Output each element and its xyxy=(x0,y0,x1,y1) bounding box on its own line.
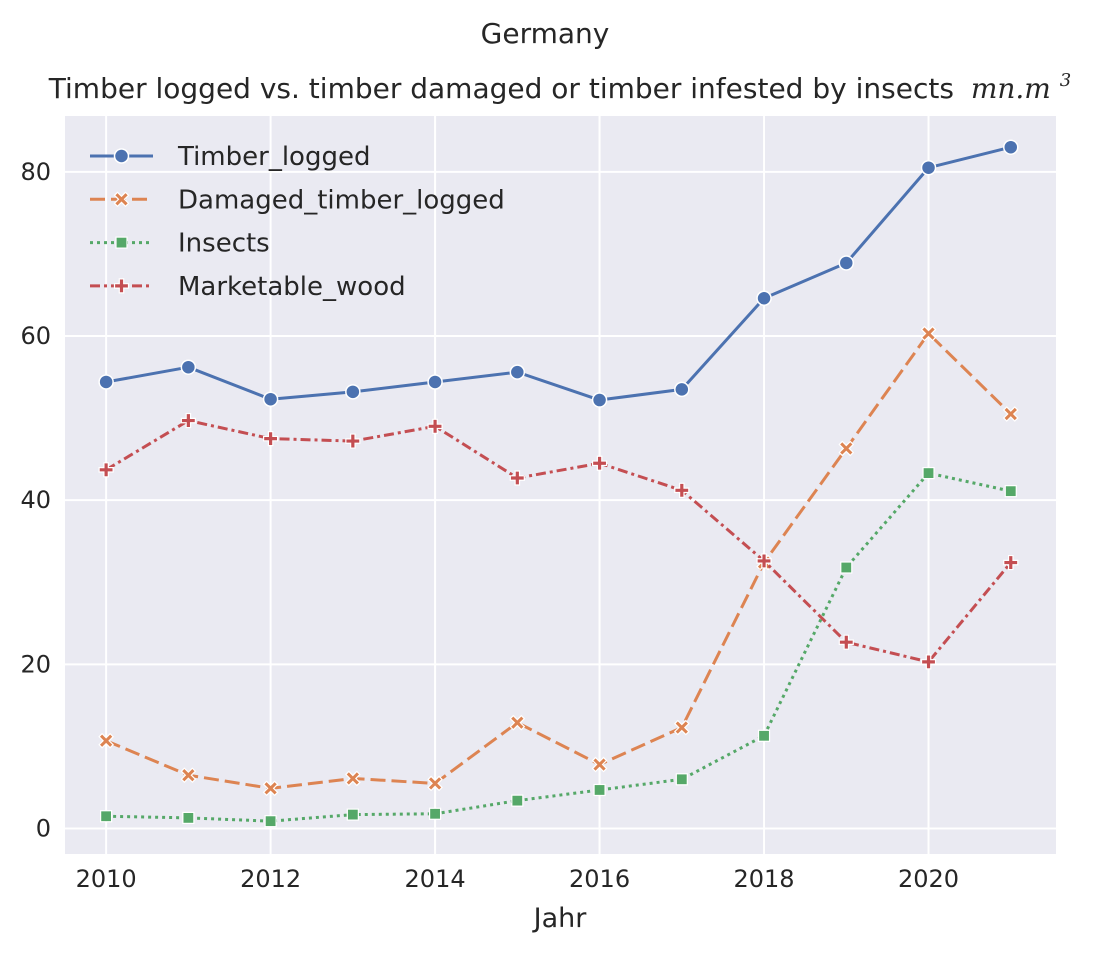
x-tick-label: 2020 xyxy=(898,865,959,893)
x-tick-label: 2012 xyxy=(240,865,301,893)
chart-title-unit-exp: 3 xyxy=(1060,70,1071,91)
series-marketable-wood xyxy=(98,412,1019,670)
legend-marker xyxy=(113,191,130,208)
data-point xyxy=(756,290,772,306)
data-point xyxy=(674,482,690,498)
grid xyxy=(65,116,1056,854)
x-tick-label: 2016 xyxy=(569,865,630,893)
data-point xyxy=(509,364,526,380)
y-tick-label: 80 xyxy=(20,158,51,186)
chart-suptitle: Germany xyxy=(481,17,610,50)
series-insects xyxy=(100,466,1017,828)
legend-label: Marketable_wood xyxy=(178,272,406,302)
data-point xyxy=(674,381,690,398)
data-point xyxy=(344,770,361,787)
x-tick-label: 2010 xyxy=(76,865,137,893)
data-point xyxy=(180,359,197,375)
legend-marker xyxy=(113,278,130,294)
y-tick-label: 60 xyxy=(20,322,51,350)
data-point xyxy=(511,794,524,807)
series-timber-logged xyxy=(98,139,1019,408)
data-point xyxy=(100,810,113,823)
data-point xyxy=(922,466,935,480)
legend: Timber_logged Damaged_timber_logged Insect… xyxy=(90,142,505,302)
chart-title-unit: mn.m xyxy=(971,72,1051,105)
series-damaged-timber-logged xyxy=(98,325,1019,797)
data-point xyxy=(98,374,114,390)
x-tick-label: 2014 xyxy=(405,865,466,893)
data-point xyxy=(345,384,361,400)
data-point xyxy=(591,756,608,773)
data-point xyxy=(591,392,608,408)
series-line xyxy=(105,145,1012,402)
data-point xyxy=(262,780,279,797)
data-point xyxy=(756,553,772,569)
data-point xyxy=(838,255,855,271)
data-point xyxy=(182,811,195,824)
data-point xyxy=(593,783,606,797)
legend-marker xyxy=(115,236,128,249)
data-point xyxy=(263,431,279,447)
plot-area xyxy=(65,116,1056,854)
chart-title: Timber logged vs. timber damaged or timb… xyxy=(48,70,1071,105)
data-point xyxy=(920,654,937,670)
data-point xyxy=(1003,139,1019,155)
series-group xyxy=(98,139,1019,828)
data-point xyxy=(509,470,525,486)
data-point xyxy=(345,433,361,449)
data-point xyxy=(1003,554,1019,571)
data-point xyxy=(427,418,443,434)
y-tick-label: 20 xyxy=(20,650,51,678)
x-axis-label: Jahr xyxy=(532,903,588,934)
series-line xyxy=(105,419,1012,664)
legend-marker xyxy=(113,148,130,164)
data-point xyxy=(1002,406,1019,422)
y-tick-label: 40 xyxy=(20,486,51,514)
legend-item: Marketable_wood xyxy=(90,272,406,302)
data-point xyxy=(838,634,854,650)
chart-title-text: Timber logged vs. timber damaged or timb… xyxy=(48,72,954,105)
data-point xyxy=(591,455,608,471)
data-point xyxy=(675,773,688,786)
data-point xyxy=(264,815,277,828)
legend-label: Timber_logged xyxy=(177,142,370,172)
y-tick-label: 0 xyxy=(36,815,51,843)
data-point xyxy=(180,412,196,429)
data-point xyxy=(180,767,197,784)
data-point xyxy=(428,807,442,820)
legend-label: Insects xyxy=(178,229,270,259)
data-point xyxy=(838,440,855,457)
x-tick-label: 2018 xyxy=(734,865,795,893)
data-point xyxy=(98,462,114,478)
axis-ticks: 2010 2012 2014 2016 2018 2020 0 20 40 60 80 xyxy=(20,158,959,893)
data-point xyxy=(840,561,853,574)
legend-label: Damaged_timber_logged xyxy=(178,185,505,215)
data-point xyxy=(673,719,690,736)
data-point xyxy=(98,732,114,749)
data-point xyxy=(1004,485,1017,498)
data-point xyxy=(757,729,771,742)
legend-item: Damaged_timber_logged xyxy=(90,185,505,215)
legend-item: Insects xyxy=(90,229,270,259)
data-point xyxy=(509,714,526,731)
data-point xyxy=(920,325,937,342)
data-point xyxy=(920,159,937,176)
data-point xyxy=(262,391,279,407)
data-point xyxy=(346,808,359,821)
series-line xyxy=(105,332,1012,790)
data-point xyxy=(427,374,443,390)
legend-item: Timber_logged xyxy=(90,142,370,172)
data-point xyxy=(427,775,443,792)
